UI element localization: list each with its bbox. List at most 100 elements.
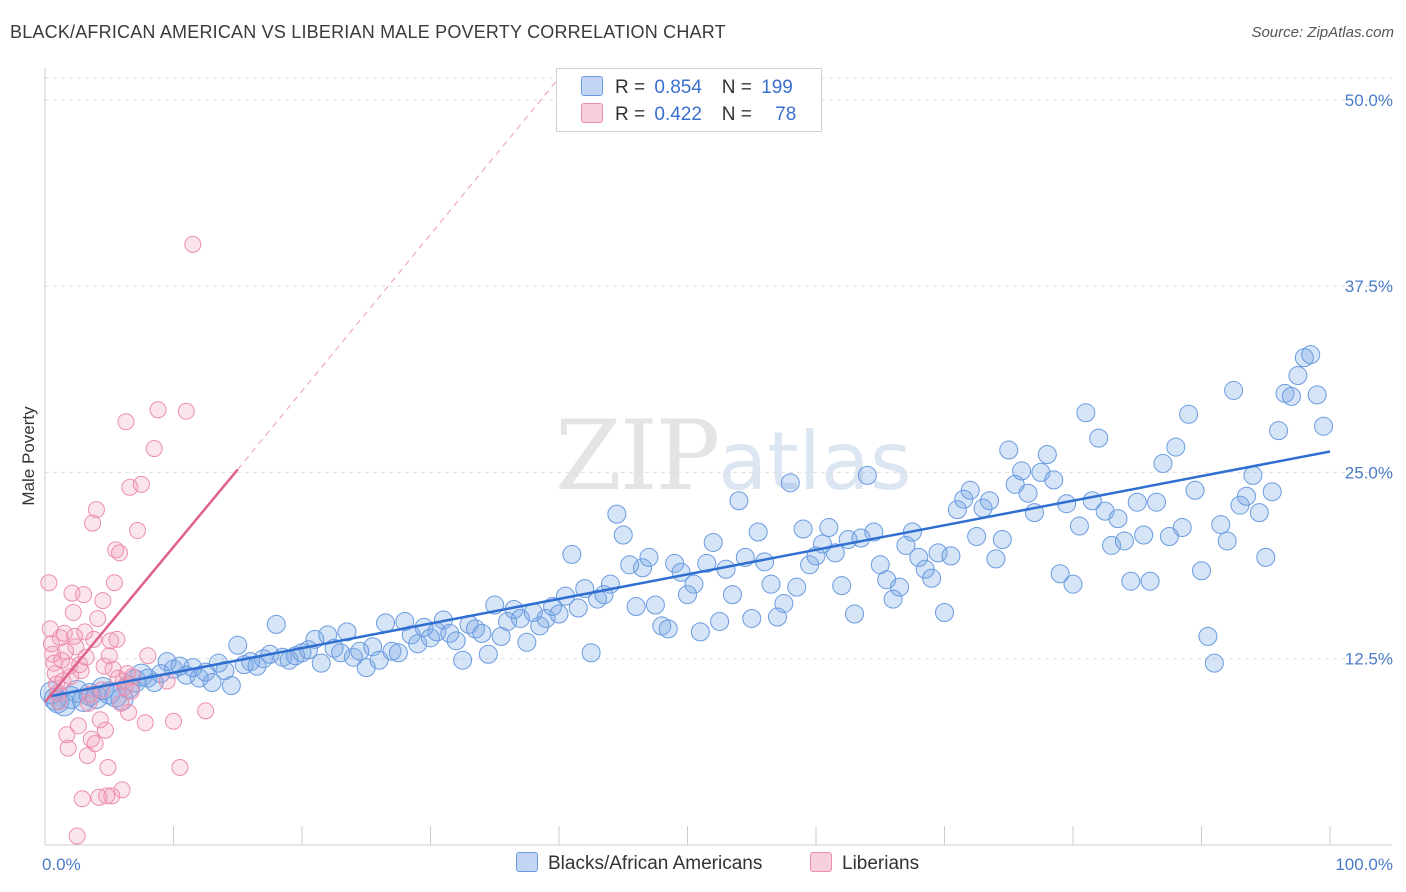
point-blacks: [453, 650, 473, 670]
point-liberians: [58, 726, 76, 744]
point-blacks: [1069, 516, 1089, 536]
point-blacks: [530, 616, 550, 636]
point-blacks: [742, 608, 762, 628]
point-blacks: [613, 525, 633, 545]
point-blacks: [1281, 386, 1301, 406]
point-blacks: [633, 558, 653, 578]
x-tick-label-end: 100.0%: [1335, 855, 1393, 874]
bottom-legend-label: Blacks/African Americans: [548, 853, 763, 874]
point-blacks: [1121, 571, 1141, 591]
point-blacks: [1185, 480, 1205, 500]
point-liberians: [149, 401, 167, 419]
point-liberians: [89, 609, 107, 627]
point-blacks: [845, 604, 865, 624]
point-blacks: [1192, 561, 1211, 581]
point-blacks: [620, 555, 640, 575]
point-liberians: [177, 402, 195, 420]
point-blacks: [1102, 535, 1122, 555]
watermark: ZIPatlas: [555, 400, 912, 512]
point-blacks: [1018, 483, 1038, 503]
point-liberians: [102, 632, 120, 650]
point-blacks: [928, 543, 948, 563]
series-blacks-points: [39, 345, 1334, 717]
bottom-swatch-blue: [516, 852, 538, 872]
point-liberians: [98, 787, 116, 805]
point-blacks: [999, 440, 1019, 460]
point-blacks: [992, 529, 1012, 549]
point-liberians: [129, 522, 147, 540]
bottom-legend-blacks: Blacks/African Americans: [516, 852, 762, 875]
point-blacks: [864, 522, 884, 542]
legend-r-label: R =: [615, 104, 646, 125]
axis-labels: 12.5% 25.0% 37.5% 50.0% 0.0% 100.0% Male Pover…: [19, 91, 1393, 874]
point-blacks: [787, 577, 807, 597]
bottom-legend-liberians: Liberians: [810, 852, 919, 875]
point-liberians: [55, 624, 73, 642]
point-liberians: [99, 759, 117, 776]
point-blacks: [382, 641, 402, 661]
legend-row-blacks: R = 0.854 N = 199: [581, 76, 797, 100]
point-blacks: [331, 643, 351, 663]
y-tick-label: 25.0%: [1345, 463, 1393, 482]
point-blacks: [1140, 571, 1160, 591]
point-blacks: [1243, 465, 1263, 485]
point-liberians: [96, 721, 114, 739]
point-blacks: [819, 518, 839, 538]
point-blacks: [1211, 515, 1231, 535]
point-blacks: [202, 673, 222, 693]
point-blacks: [1269, 421, 1289, 441]
point-blacks: [1301, 345, 1321, 365]
point-blacks: [1204, 653, 1224, 673]
point-liberians: [91, 711, 109, 729]
chart-title: BLACK/AFRICAN AMERICAN VS LIBERIAN MALE …: [10, 22, 726, 42]
point-blacks: [774, 594, 794, 614]
legend-r-value: 0.422: [654, 104, 702, 125]
point-liberians: [197, 702, 215, 720]
point-blacks: [960, 480, 980, 500]
point-blacks: [979, 491, 999, 511]
point-blacks: [690, 622, 710, 642]
point-blacks: [947, 500, 967, 520]
y-tick-label: 37.5%: [1345, 277, 1393, 296]
y-tick-label: 50.0%: [1345, 91, 1393, 110]
point-blacks: [510, 608, 530, 628]
series-liberians-points: [40, 235, 215, 845]
point-blacks: [1307, 385, 1327, 405]
point-liberians: [62, 668, 80, 686]
point-liberians: [132, 475, 150, 493]
point-blacks: [472, 623, 492, 643]
point-blacks: [1314, 416, 1334, 436]
point-blacks: [780, 473, 800, 493]
point-liberians: [87, 501, 105, 519]
point-liberians: [171, 759, 189, 776]
legend-swatch-blue: [581, 76, 603, 96]
point-liberians: [108, 630, 126, 648]
point-blacks: [1076, 403, 1096, 423]
watermark-atlas: atlas: [718, 415, 912, 508]
point-blacks: [408, 634, 428, 654]
point-blacks: [1108, 509, 1128, 529]
point-blacks: [935, 603, 954, 622]
point-blacks: [549, 604, 569, 624]
point-blacks: [536, 608, 556, 628]
point-blacks: [1256, 547, 1276, 567]
point-blacks: [1288, 366, 1308, 386]
point-blacks: [1134, 525, 1154, 545]
point-blacks: [1147, 492, 1167, 512]
point-blacks: [941, 546, 961, 566]
legend-n-value: 199: [761, 77, 793, 98]
point-blacks: [1063, 574, 1083, 594]
point-blacks: [517, 632, 537, 652]
point-liberians: [77, 648, 95, 666]
y-tick-label: 12.5%: [1345, 650, 1393, 669]
axes: [44, 68, 1392, 846]
point-blacks: [761, 574, 781, 594]
point-liberians: [85, 630, 103, 648]
point-liberians: [111, 544, 129, 562]
point-liberians: [184, 235, 202, 253]
point-blacks: [1224, 380, 1244, 400]
point-blacks: [890, 577, 910, 597]
point-blacks: [478, 644, 498, 664]
correlation-legend: R = 0.854 N = 199 R = 0.422 N = 78: [556, 68, 822, 132]
